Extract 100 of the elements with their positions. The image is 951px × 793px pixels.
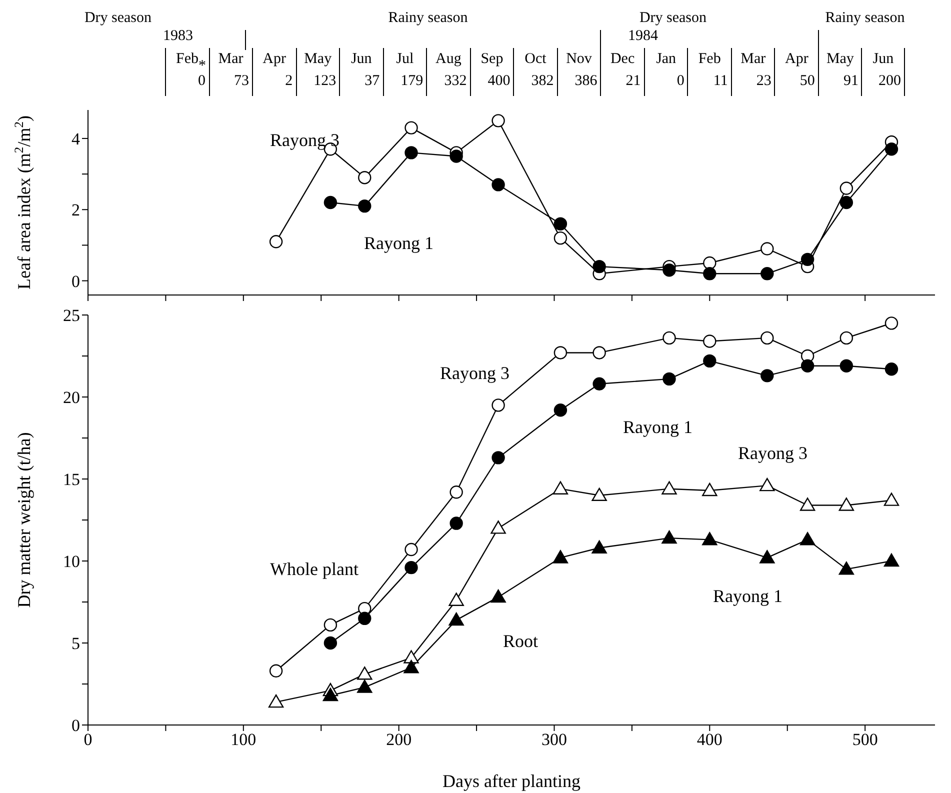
- point: [592, 260, 606, 274]
- point: [760, 242, 774, 256]
- category-label: Nov: [565, 50, 593, 69]
- category-label: Dec: [609, 50, 636, 69]
- category-label: Apr: [784, 50, 810, 69]
- x-tick-label: 300: [541, 730, 567, 750]
- point: [404, 121, 418, 134]
- point: [404, 650, 419, 664]
- point: [838, 562, 854, 575]
- text: 1983: [163, 28, 194, 45]
- point: [268, 694, 284, 708]
- category-label: Jun: [872, 50, 895, 69]
- category-label: Apr: [262, 50, 287, 69]
- point: [884, 362, 898, 376]
- point: [492, 398, 505, 412]
- point: [800, 532, 816, 546]
- data-label: 50: [798, 72, 816, 91]
- y-tick-label: 5: [72, 634, 80, 654]
- data-label: 200: [877, 72, 902, 91]
- point: [492, 114, 505, 128]
- point: [703, 267, 716, 280]
- data-label: 400: [486, 72, 512, 91]
- text: 1984: [628, 28, 659, 45]
- point: [322, 688, 338, 702]
- point: [324, 196, 338, 210]
- category-label: Jan: [655, 50, 678, 69]
- y-tick-label: 0: [72, 716, 80, 736]
- x-tick-label: 0: [84, 730, 92, 750]
- point: [840, 182, 854, 195]
- point: [448, 592, 464, 606]
- text: Dry season: [83, 10, 153, 27]
- point: [592, 377, 606, 390]
- point: [554, 231, 568, 245]
- point: [554, 346, 568, 360]
- point: [324, 636, 338, 650]
- point: [884, 142, 898, 156]
- text: Rainy season: [824, 10, 906, 27]
- point: [358, 199, 372, 213]
- data-label: 382: [530, 72, 555, 91]
- category-label: Feb: [176, 51, 198, 67]
- point: [552, 481, 568, 494]
- category-label: Mar: [217, 50, 244, 69]
- y-tick-label: 25: [63, 306, 80, 326]
- text: *: [198, 58, 208, 75]
- point: [404, 660, 419, 674]
- annotation: Root: [503, 631, 538, 652]
- point: [703, 354, 716, 368]
- category-label: Jul: [395, 50, 415, 69]
- point: [884, 316, 898, 330]
- point: [404, 146, 418, 160]
- point: [358, 170, 372, 184]
- data-label: 0: [197, 72, 207, 91]
- point: [662, 530, 677, 544]
- category-label: Aug: [434, 50, 462, 69]
- category-label: Mar: [740, 50, 767, 69]
- x-tick-label: 100: [230, 730, 256, 750]
- point: [662, 263, 676, 277]
- series-label: Rayong 3: [270, 130, 340, 151]
- category-label: Oct: [524, 50, 548, 69]
- x-tick-label: 500: [852, 730, 878, 750]
- text: Rainy season: [387, 10, 469, 27]
- point: [492, 451, 505, 464]
- point: [840, 359, 854, 372]
- point: [760, 550, 775, 564]
- y-tick-label: 0: [72, 272, 80, 291]
- point: [760, 331, 774, 345]
- point: [554, 404, 568, 417]
- point: [450, 486, 463, 499]
- series-label: Rayong 1: [713, 586, 782, 607]
- category-label: Feb: [697, 50, 722, 69]
- data-label: 2: [284, 72, 294, 91]
- y-tick-label: 2: [72, 200, 80, 220]
- point: [324, 618, 338, 632]
- point: [490, 520, 506, 534]
- point: [357, 680, 372, 693]
- point: [269, 664, 283, 678]
- point: [357, 666, 372, 680]
- point: [269, 235, 283, 248]
- data-label: 91: [842, 72, 860, 91]
- category-label: May: [303, 50, 333, 69]
- point: [800, 359, 814, 372]
- point: [884, 492, 900, 506]
- annotation: Whole plant: [270, 559, 358, 580]
- y-tick-label: 20: [63, 388, 80, 408]
- x-axis-title: Days after planting: [442, 771, 580, 791]
- point: [450, 516, 463, 530]
- point: [884, 553, 900, 567]
- point: [592, 346, 606, 360]
- series-label: Rayong 3: [440, 363, 510, 384]
- point: [662, 481, 677, 494]
- point: [662, 331, 676, 345]
- data-label: 73: [233, 72, 250, 91]
- point: [448, 612, 464, 626]
- point: [702, 532, 718, 546]
- point: [760, 369, 774, 382]
- point: [800, 498, 816, 511]
- category-label: Jun: [350, 50, 373, 69]
- point: [662, 372, 676, 386]
- data-label: 179: [400, 72, 424, 91]
- point: [404, 560, 418, 574]
